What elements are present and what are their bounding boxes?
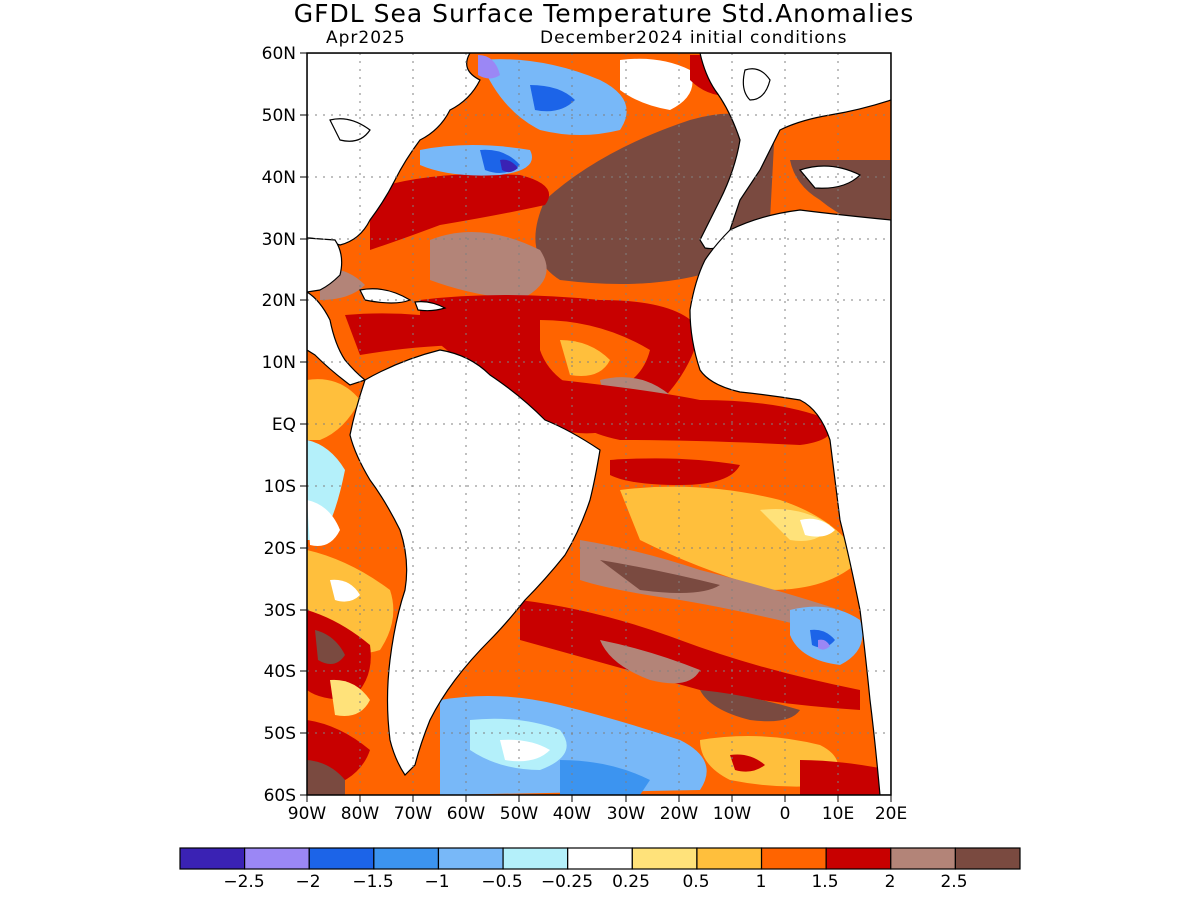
colorbar-swatch	[825, 847, 892, 870]
valid-month-label: Apr2025	[326, 28, 406, 48]
lon-label-20w: 20W	[659, 804, 699, 824]
colorbar-label: −1	[424, 872, 450, 892]
lat-label-60s: 60S	[263, 786, 296, 806]
colorbar-label: 0.25	[612, 872, 650, 892]
colorbar-swatch	[567, 847, 633, 870]
colorbar-label: −2	[295, 872, 321, 892]
initial-conditions-label: December2024 initial conditions	[540, 28, 848, 48]
lat-label-50s: 50S	[263, 724, 296, 744]
lat-label-40n: 40N	[261, 168, 296, 188]
tick-marks	[300, 52, 892, 802]
lat-label-eq: EQ	[271, 415, 296, 435]
grid-lines	[307, 53, 891, 795]
lon-label-10e: 10E	[821, 804, 855, 824]
lat-label-30n: 30N	[261, 230, 296, 250]
colorbar-label: 0.5	[682, 872, 710, 892]
lon-label-70w: 70W	[393, 804, 433, 824]
colorbar-swatch	[760, 847, 827, 870]
colorbar-swatch	[437, 847, 504, 870]
colorbar-swatch	[954, 847, 1021, 870]
colorbar-swatch	[502, 847, 569, 870]
colorbar-swatch	[373, 847, 440, 870]
lon-label-0: 0	[779, 804, 791, 824]
lat-label-20s: 20S	[263, 539, 296, 559]
lat-label-20n: 20N	[261, 291, 296, 311]
colorbar-label: −0.5	[481, 872, 523, 892]
lon-label-30w: 30W	[606, 804, 646, 824]
lat-label-50n: 50N	[261, 106, 296, 126]
lat-label-60n: 60N	[261, 44, 296, 64]
colorbar-swatch	[631, 847, 698, 870]
colorbar-label: −1.5	[352, 872, 394, 892]
colorbar-label: −0.25	[540, 872, 594, 892]
lon-label-60w: 60W	[446, 804, 486, 824]
lon-label-50w: 50W	[499, 804, 539, 824]
lon-label-80w: 80W	[340, 804, 380, 824]
lon-label-20e: 20E	[874, 804, 908, 824]
colorbar-swatch	[244, 847, 310, 870]
lat-label-40s: 40S	[263, 662, 296, 682]
colorbar-swatch	[696, 847, 763, 870]
land-masses	[307, 53, 891, 795]
colorbar-label: 2.5	[940, 872, 968, 892]
colorbar-swatch	[308, 847, 375, 870]
colorbar-swatch	[179, 847, 246, 870]
lat-label-10n: 10N	[261, 353, 296, 373]
map-title: GFDL Sea Surface Temperature Std.Anomali…	[293, 0, 915, 28]
colorbar-label: 1.5	[811, 872, 839, 892]
lon-label-40w: 40W	[552, 804, 592, 824]
colorbar-label: 2	[884, 872, 896, 892]
lat-label-30s: 30S	[263, 601, 296, 621]
lat-label-10s: 10S	[263, 477, 296, 497]
colorbar-swatch	[890, 847, 956, 870]
colorbar-label: 1	[755, 872, 767, 892]
anomaly-fields	[307, 55, 890, 795]
colorbar-label: −2.5	[223, 872, 265, 892]
lon-label-90w: 90W	[287, 804, 327, 824]
lon-label-10w: 10W	[712, 804, 752, 824]
